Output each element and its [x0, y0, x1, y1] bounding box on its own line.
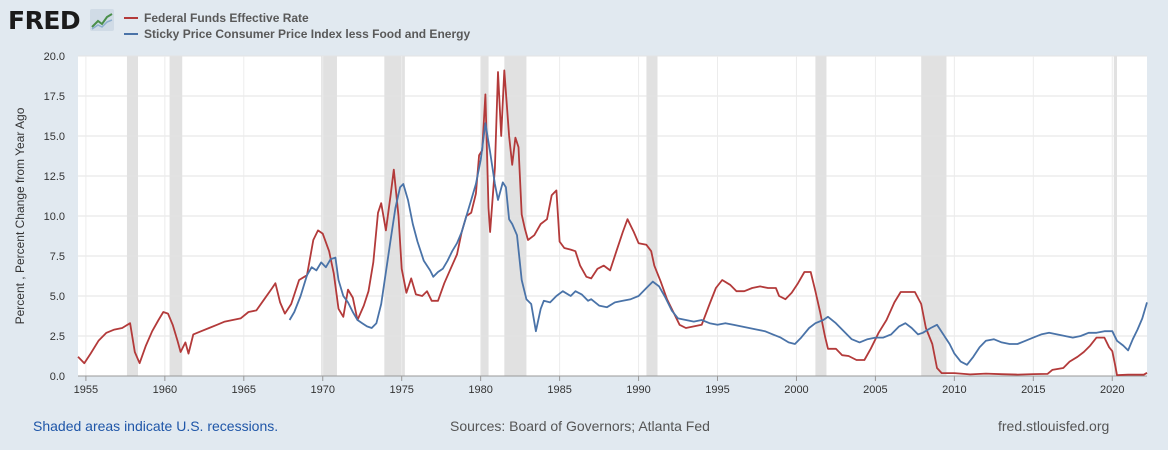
x-tick-label: 1995: [705, 384, 729, 396]
sources-note: Sources: Board of Governors; Atlanta Fed: [450, 418, 710, 434]
legend-label-sticky-cpi: Sticky Price Consumer Price Index less F…: [144, 27, 471, 41]
y-tick-label: 5.0: [50, 291, 65, 303]
legend-label-fedfunds: Federal Funds Effective Rate: [144, 11, 309, 25]
chart-legend: Federal Funds Effective Rate Sticky Pric…: [124, 10, 470, 42]
chart-trend-icon: [90, 9, 114, 31]
x-tick-label: 1985: [547, 384, 571, 396]
fred-logo[interactable]: FRED: [8, 6, 81, 35]
y-tick-label: 0.0: [50, 371, 65, 383]
y-tick-label: 12.5: [44, 171, 65, 183]
y-tick-label: 2.5: [50, 331, 65, 343]
series-line-fedfunds: [77, 69, 1148, 377]
y-axis-label: Percent , Percent Change from Year Ago: [13, 107, 27, 324]
x-tick-label: 1975: [389, 384, 413, 396]
site-link[interactable]: fred.stlouisfed.org: [998, 418, 1110, 434]
x-tick-label: 2010: [942, 384, 966, 396]
recession-note: Shaded areas indicate U.S. recessions.: [33, 418, 279, 434]
x-tick-label: 2000: [784, 384, 808, 396]
x-tick-label: 1980: [468, 384, 492, 396]
y-tick-label: 10.0: [44, 211, 65, 223]
x-tick-label: 1970: [311, 384, 335, 396]
x-tick-label: 1955: [74, 384, 98, 396]
y-tick-label: 17.5: [44, 91, 65, 103]
x-tick-label: 1960: [153, 384, 177, 396]
y-tick-label: 15.0: [44, 131, 65, 143]
y-tick-label: 20.0: [44, 51, 65, 63]
legend-item-fedfunds[interactable]: Federal Funds Effective Rate: [124, 10, 470, 26]
x-tick-label: 1965: [232, 384, 256, 396]
series-line-sticky-cpi: [288, 122, 1148, 366]
legend-swatch-sticky-cpi: [124, 33, 138, 35]
legend-item-sticky-cpi[interactable]: Sticky Price Consumer Price Index less F…: [124, 26, 470, 42]
x-tick-label: 2005: [863, 384, 887, 396]
legend-swatch-fedfunds: [124, 17, 138, 19]
y-tick-label: 7.5: [50, 251, 65, 263]
x-tick-label: 2015: [1021, 384, 1045, 396]
x-tick-label: 2020: [1100, 384, 1124, 396]
x-tick-label: 1990: [626, 384, 650, 396]
